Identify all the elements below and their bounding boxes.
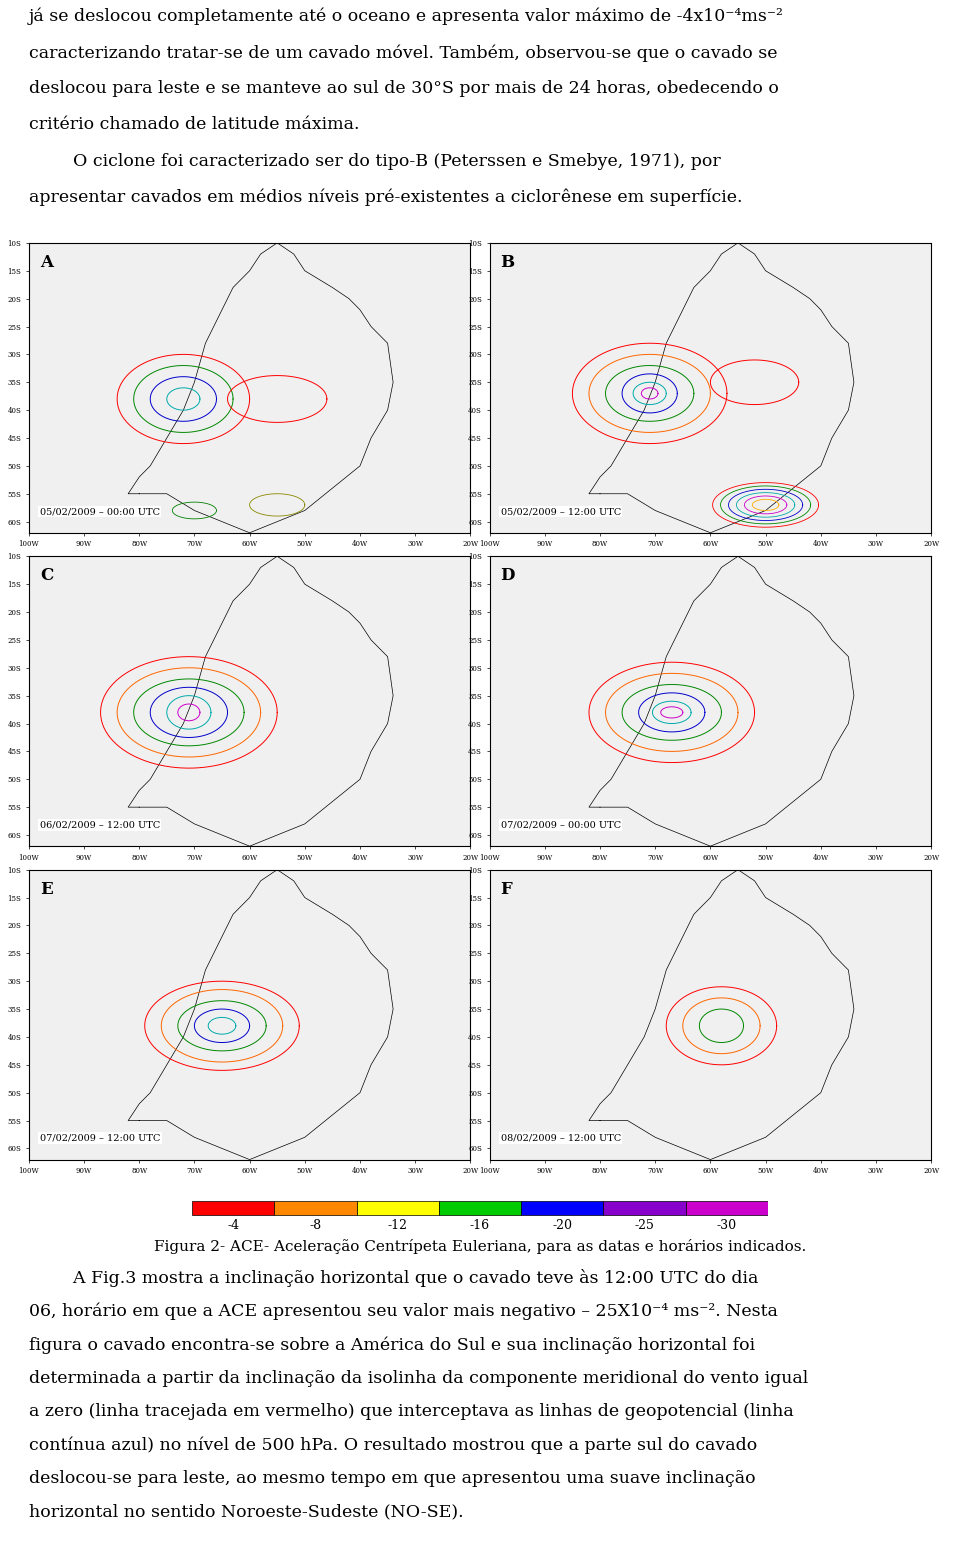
Text: E: E bbox=[40, 881, 53, 898]
Text: contínua azul) no nível de 500 hPa. O resultado mostrou que a parte sul do cavad: contínua azul) no nível de 500 hPa. O re… bbox=[29, 1437, 757, 1454]
Text: -30: -30 bbox=[717, 1219, 737, 1232]
Text: -4: -4 bbox=[228, 1219, 239, 1232]
Text: Figura 2- ACE- Aceleração Centrípeta Euleriana, para as datas e horários indicad: Figura 2- ACE- Aceleração Centrípeta Eul… bbox=[154, 1239, 806, 1254]
Bar bbox=[604, 1200, 685, 1216]
Bar bbox=[521, 1200, 604, 1216]
Text: 06, horário em que a ACE apresentou seu valor mais negativo – 25X10⁻⁴ ms⁻². Nest: 06, horário em que a ACE apresentou seu … bbox=[29, 1302, 778, 1321]
Bar bbox=[356, 1200, 439, 1216]
Text: -8: -8 bbox=[309, 1219, 322, 1232]
Text: horizontal no sentido Noroeste-Sudeste (NO-SE).: horizontal no sentido Noroeste-Sudeste (… bbox=[29, 1504, 464, 1520]
Text: 07/02/2009 – 12:00 UTC: 07/02/2009 – 12:00 UTC bbox=[40, 1135, 160, 1142]
Text: 07/02/2009 – 00:00 UTC: 07/02/2009 – 00:00 UTC bbox=[501, 821, 621, 829]
Text: 05/02/2009 – 00:00 UTC: 05/02/2009 – 00:00 UTC bbox=[40, 508, 160, 516]
Text: figura o cavado encontra-se sobre a América do Sul e sua inclinação horizontal f: figura o cavado encontra-se sobre a Amér… bbox=[29, 1337, 755, 1354]
Text: 05/02/2009 – 12:00 UTC: 05/02/2009 – 12:00 UTC bbox=[501, 508, 621, 516]
Text: B: B bbox=[501, 254, 515, 271]
Text: A: A bbox=[40, 254, 53, 271]
Text: deslocou-se para leste, ao mesmo tempo em que apresentou uma suave inclinação: deslocou-se para leste, ao mesmo tempo e… bbox=[29, 1470, 756, 1487]
Text: -16: -16 bbox=[470, 1219, 490, 1232]
Bar bbox=[439, 1200, 521, 1216]
Bar bbox=[275, 1200, 356, 1216]
Text: apresentar cavados em médios níveis pré-existentes a ciclогênese em superfície.: apresentar cavados em médios níveis pré-… bbox=[29, 188, 742, 207]
Text: D: D bbox=[501, 567, 516, 584]
Text: -20: -20 bbox=[552, 1219, 572, 1232]
Text: F: F bbox=[501, 881, 513, 898]
Text: C: C bbox=[40, 567, 53, 584]
Text: deslocou para leste e se manteve ao sul de 30°S por mais de 24 horas, obedecendo: deslocou para leste e se manteve ao sul … bbox=[29, 80, 779, 97]
Text: -25: -25 bbox=[635, 1219, 655, 1232]
Text: caracterizando tratar-se de um cavado móvel. Também, observou-se que o cavado se: caracterizando tratar-se de um cavado mó… bbox=[29, 44, 778, 61]
Text: a zero (linha tracejada em vermelho) que interceptava as linhas de geopotencial : a zero (linha tracejada em vermelho) que… bbox=[29, 1404, 794, 1420]
Bar bbox=[685, 1200, 768, 1216]
Text: 06/02/2009 – 12:00 UTC: 06/02/2009 – 12:00 UTC bbox=[40, 821, 160, 829]
Text: já se deslocou completamente até o oceano e apresenta valor máximo de -4x10⁻⁴ms⁻: já se deslocou completamente até o ocean… bbox=[29, 8, 783, 25]
Text: A Fig.3 mostra a inclinação horizontal que o cavado teve às 12:00 UTC do dia: A Fig.3 mostra a inclinação horizontal q… bbox=[29, 1269, 758, 1287]
Bar bbox=[192, 1200, 275, 1216]
Text: determinada a partir da inclinação da isolinha da componente meridional do vento: determinada a partir da inclinação da is… bbox=[29, 1370, 808, 1387]
Text: 08/02/2009 – 12:00 UTC: 08/02/2009 – 12:00 UTC bbox=[501, 1135, 621, 1142]
Text: O ciclone foi caracterizado ser do tipo-B (Peterssen e Smebye, 1971), por: O ciclone foi caracterizado ser do tipo-… bbox=[29, 152, 721, 169]
Text: critério chamado de latitude máxima.: critério chamado de latitude máxima. bbox=[29, 116, 359, 133]
Text: -12: -12 bbox=[388, 1219, 408, 1232]
